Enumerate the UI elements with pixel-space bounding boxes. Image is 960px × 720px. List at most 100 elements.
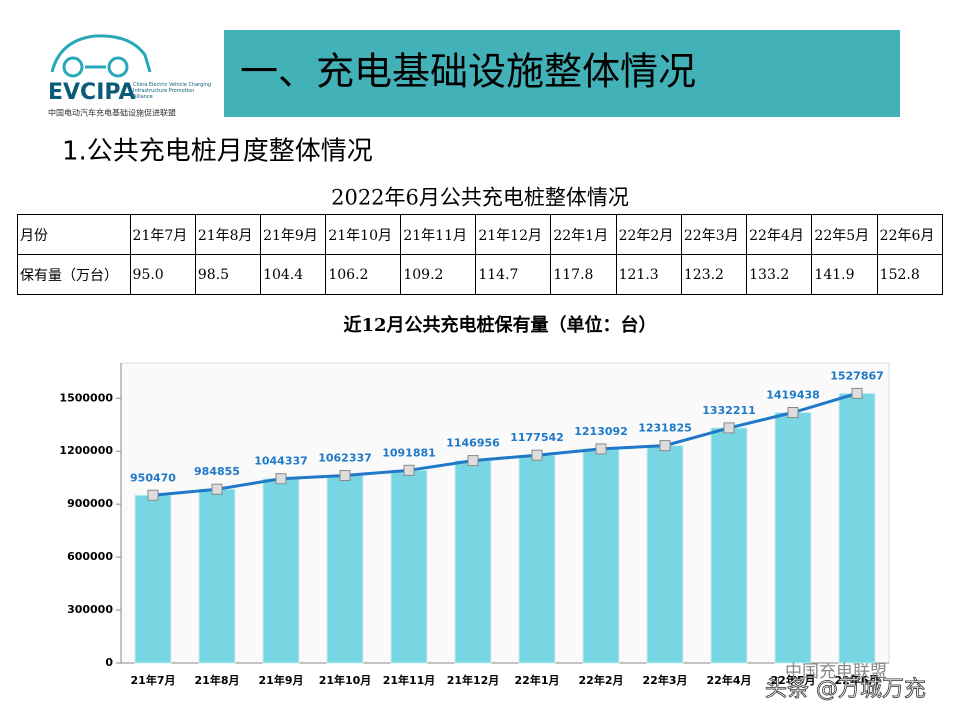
line-marker (787, 407, 799, 419)
x-tick-label: 21年9月 (259, 673, 304, 687)
logo-english-box: China Electric Vehicle Charging Infrastr… (133, 82, 212, 100)
line-marker (403, 464, 415, 476)
slide-title: 一、充电基础设施整体情况 (240, 50, 696, 94)
y-tick-label: 900000 (67, 497, 113, 510)
data-label: 1213092 (574, 425, 628, 438)
x-tick-label: 21年10月 (319, 673, 372, 687)
watermark-source: 中国充电联盟 (785, 662, 887, 682)
line-marker (851, 387, 863, 399)
table-cell: 21年9月 (260, 214, 327, 255)
watermark-author: 头条 @万城万充 (765, 677, 926, 702)
table-cell: 106.2 (325, 254, 402, 295)
line-marker (467, 455, 479, 467)
bar (326, 475, 364, 664)
line-marker (211, 483, 223, 495)
table-cell: 21年8月 (194, 214, 262, 255)
table-cell: 22年3月 (680, 214, 748, 255)
data-label: 1231825 (638, 422, 692, 435)
line-marker (275, 473, 287, 485)
table-cell: 104.4 (260, 254, 327, 295)
x-tick-label: 22年4月 (707, 673, 752, 687)
x-tick-label: 21年11月 (383, 673, 436, 687)
data-label: 1091881 (382, 446, 436, 459)
table-cell: 21年11月 (400, 214, 477, 255)
x-tick-label: 21年7月 (131, 673, 176, 687)
table-cell: 133.2 (746, 254, 813, 295)
y-tick-label: 600000 (67, 550, 113, 563)
data-label: 1527867 (830, 369, 884, 382)
table-cell: 109.2 (400, 254, 477, 295)
logo-icon (50, 34, 152, 78)
logo-chinese: 中国电动汽车充电基础设施促进联盟 (48, 108, 176, 118)
line-marker (723, 422, 735, 434)
table-cell: 117.8 (550, 254, 617, 295)
data-label: 1332211 (702, 404, 756, 417)
bar (454, 460, 492, 664)
table-cell: 121.3 (615, 254, 682, 295)
x-tick-label: 21年12月 (447, 673, 500, 687)
table-cell: 22年5月 (811, 214, 878, 255)
line-marker (339, 470, 351, 482)
table-cell: 21年7月 (129, 214, 196, 255)
x-tick-label: 22年5月 (771, 673, 816, 687)
chart: 0 300000 600000 900000 1200000 1500000 21年7月 21… (59, 362, 890, 687)
line-marker (531, 449, 543, 461)
data-label: 1062337 (318, 452, 372, 465)
table-cell: 22年4月 (746, 214, 813, 255)
table-cell: 保有量（万台） (17, 254, 131, 295)
section-title: 1.公共充电桩月度整体情况 (62, 137, 373, 167)
logo-name: EVCIPA (48, 80, 136, 105)
table-cell: 月份 (17, 214, 131, 255)
bar (262, 478, 300, 664)
table-title: 2022年6月公共充电桩整体情况 (331, 186, 629, 210)
table-cell: 21年10月 (325, 214, 402, 255)
bar (646, 445, 684, 664)
table-cell: 22年2月 (615, 214, 682, 255)
table-cell: 98.5 (194, 254, 262, 295)
plot-wall (120, 362, 890, 664)
data-label: 1419438 (766, 389, 820, 402)
x-tick-label: 22年2月 (579, 673, 624, 687)
table-cell: 114.7 (475, 254, 552, 295)
data-label: 1146956 (446, 437, 500, 450)
line-marker (147, 489, 159, 501)
chart-title: 近12月公共充电桩保有量（单位：台） (343, 314, 656, 336)
data-label: 950470 (130, 471, 176, 484)
x-tick-label: 22年6月 (835, 673, 880, 687)
bar (582, 448, 620, 664)
y-tick-label: 1500000 (59, 391, 113, 404)
table-cell: 22年6月 (876, 214, 944, 255)
logo-english: China Electric Vehicle Charging Infrastr… (133, 82, 212, 100)
table-row: 月份 21年7月 21年8月 21年9月 21年10月 21年11月 21年12月 22年1月… (17, 214, 944, 255)
bar (774, 412, 812, 664)
line-marker (595, 443, 607, 455)
table-cell: 141.9 (811, 254, 878, 295)
table-cell: 123.2 (680, 254, 748, 295)
line-marker (659, 440, 671, 452)
x-tick-label: 22年3月 (643, 673, 688, 687)
y-tick-label: 300000 (67, 603, 113, 616)
x-tick-label: 22年1月 (515, 673, 560, 687)
bar (390, 469, 428, 664)
bar (518, 454, 556, 664)
title-banner (224, 30, 900, 117)
bar (838, 392, 876, 664)
data-label: 984855 (194, 465, 240, 478)
table-cell: 21年12月 (475, 214, 552, 255)
y-tick-label: 0 (105, 656, 113, 669)
data-label: 1177542 (510, 431, 564, 444)
bar (134, 494, 172, 664)
data-label: 1044337 (254, 455, 308, 468)
table-cell: 152.8 (876, 254, 944, 295)
y-tick-label: 1200000 (59, 444, 113, 457)
data-table: 月份 21年7月 21年8月 21年9月 21年10月 21年11月 21年12月 22年1月… (17, 214, 944, 295)
table-cell: 22年1月 (550, 214, 617, 255)
bar (198, 488, 236, 664)
line (152, 391, 858, 497)
x-tick-label: 21年8月 (195, 673, 240, 687)
bar (710, 427, 748, 664)
table-cell: 95.0 (129, 254, 196, 295)
table-row: 保有量（万台） 95.0 98.5 104.4 106.2 109.2 114.7 117.8… (17, 254, 944, 295)
